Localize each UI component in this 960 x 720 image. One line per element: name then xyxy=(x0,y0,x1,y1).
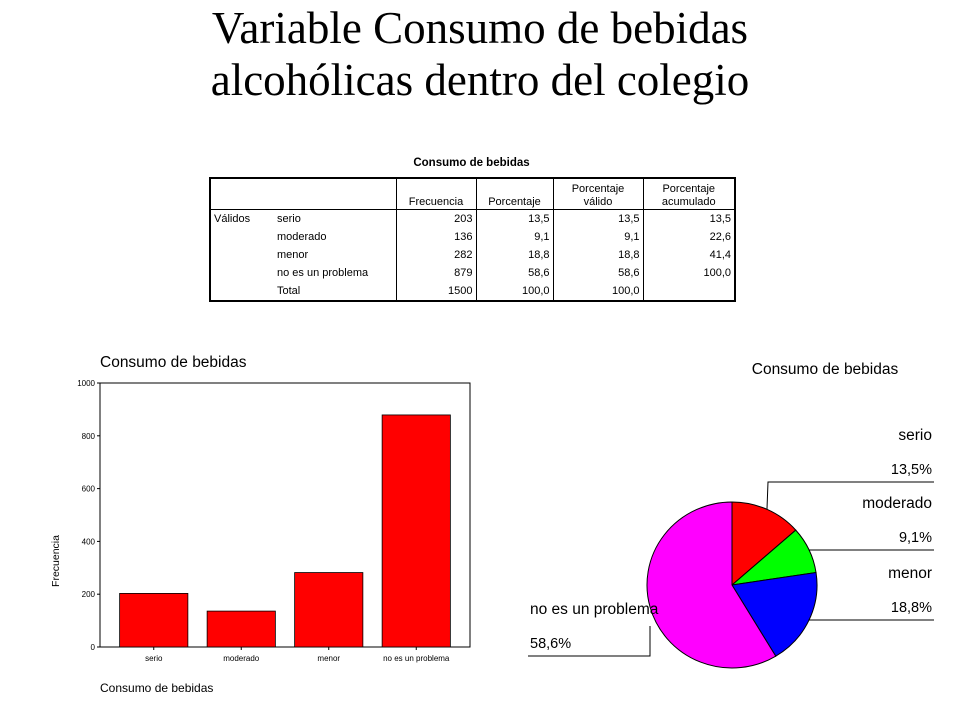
pie-chart-title: Consumo de bebidas xyxy=(752,361,899,378)
table-title: Consumo de bebidas xyxy=(413,157,530,169)
table-row: no es un problema 879 58,6 58,6 100,0 xyxy=(210,264,735,282)
y-tick-label: 800 xyxy=(82,432,96,441)
header-blank-2 xyxy=(274,178,396,210)
cell-porcentaje: 18,8 xyxy=(475,246,553,264)
pie-leader-line xyxy=(528,626,651,657)
pie-slice-menor xyxy=(731,571,818,657)
pie-label-no-es-un-problema: no es un problema xyxy=(530,601,659,618)
y-tick-label: 600 xyxy=(82,485,96,494)
cell-porcentaje-acumulado: 100,0 xyxy=(642,264,735,282)
pie-label-moderado: moderado xyxy=(862,495,932,512)
cell-porcentaje: 100,0 xyxy=(475,282,553,301)
x-tick-label: no es un problema xyxy=(383,654,450,663)
row-label: menor xyxy=(277,248,309,261)
frequency-table-grid: Frecuencia Porcentaje Porcentaje válido P… xyxy=(209,177,736,302)
bar-chart: Consumo de bebidas 0 200 400 600 800 1000 serio… xyxy=(50,354,471,695)
page-title-line-2: alcohólicas dentro del colegio xyxy=(210,55,750,106)
pie-value-label: 18,8% xyxy=(891,600,932,616)
cell-porcentaje-acumulado: 41,4 xyxy=(642,246,735,264)
cell-porcentaje-acumulado: 22,6 xyxy=(642,228,735,246)
pie-leader-connector xyxy=(766,481,848,510)
row-label: Total xyxy=(277,284,301,297)
pie-label-serio: serio xyxy=(898,427,932,444)
pie-label-menor: menor xyxy=(888,565,932,582)
table-row: Total 1500 100,0 100,0 xyxy=(210,282,735,301)
x-tick-label: menor xyxy=(317,654,340,663)
cell-porcentaje-valido: 9,1 xyxy=(552,228,643,246)
cell-porcentaje: 58,6 xyxy=(475,264,553,282)
y-tick-label: 1000 xyxy=(77,379,95,388)
row-group-cell xyxy=(210,264,274,282)
pie-slice-no-es-un-problema xyxy=(646,501,777,669)
pie-value-label: 13,5% xyxy=(891,462,932,478)
bar-chart-title: Consumo de bebidas xyxy=(100,354,247,371)
x-tick-label: serio xyxy=(145,654,163,663)
cell-frecuencia: 136 xyxy=(395,228,476,246)
header-porcentaje-valido: Porcentaje válido xyxy=(552,178,643,210)
frequency-table: Consumo de bebidas Frecuencia Porcentaje… xyxy=(209,155,736,302)
bar-no-es-un-problema xyxy=(381,414,451,648)
cell-frecuencia: 203 xyxy=(395,209,476,228)
page-title-line-1: Variable Consumo de bebidas xyxy=(211,3,749,53)
bar-moderado xyxy=(206,610,276,648)
pie-chart: Consumo de bebidas serio 13,5% moderado 9,1%… xyxy=(528,361,934,669)
bar-plot-frame xyxy=(99,382,471,648)
x-tick-label: moderado xyxy=(223,654,260,663)
row-group-cell: Válidos xyxy=(214,212,251,225)
row-label: no es un problema xyxy=(277,266,369,279)
y-tick-label: 400 xyxy=(82,537,96,546)
cell-frecuencia: 879 xyxy=(395,264,476,282)
cell-porcentaje-acumulado xyxy=(642,282,735,301)
y-tick-label: 0 xyxy=(91,643,96,652)
pie-slice-serio xyxy=(731,501,797,587)
cell-porcentaje-valido: 100,0 xyxy=(552,282,643,301)
page-title: Variable Consumo de bebidas alcohólicas … xyxy=(0,2,960,106)
row-group-cell xyxy=(210,282,274,301)
cell-porcentaje: 13,5 xyxy=(475,209,553,228)
table-row: Válidos serio 203 13,5 13,5 13,5 xyxy=(210,209,735,228)
row-label: moderado xyxy=(277,230,327,243)
cell-porcentaje-acumulado: 13,5 xyxy=(642,209,735,228)
header-blank-1 xyxy=(210,178,274,210)
cell-frecuencia: 1500 xyxy=(395,282,476,301)
pie-value-label: 9,1% xyxy=(899,530,932,546)
pie-value-label: 58,6% xyxy=(530,636,571,652)
bar-serio xyxy=(119,593,189,648)
row-group-cell xyxy=(210,228,274,246)
cell-porcentaje-valido: 13,5 xyxy=(552,209,643,228)
row-label: serio xyxy=(277,212,301,225)
header-frecuencia: Frecuencia xyxy=(395,178,476,210)
row-group-cell xyxy=(210,246,274,264)
cell-porcentaje-valido: 18,8 xyxy=(552,246,643,264)
x-axis-label: Consumo de bebidas xyxy=(100,681,213,695)
cell-frecuencia: 282 xyxy=(395,246,476,264)
cell-porcentaje-valido: 58,6 xyxy=(552,264,643,282)
table-row: moderado 136 9,1 9,1 22,6 xyxy=(210,228,735,246)
table-row: menor 282 18,8 18,8 41,4 xyxy=(210,246,735,264)
header-porcentaje-acumulado: Porcentaje acumulado xyxy=(642,178,735,210)
header-porcentaje: Porcentaje xyxy=(475,178,553,210)
y-axis-label: Frecuencia xyxy=(50,535,62,587)
cell-porcentaje: 9,1 xyxy=(475,228,553,246)
bar-menor xyxy=(294,572,364,648)
y-tick-label: 200 xyxy=(82,590,96,599)
